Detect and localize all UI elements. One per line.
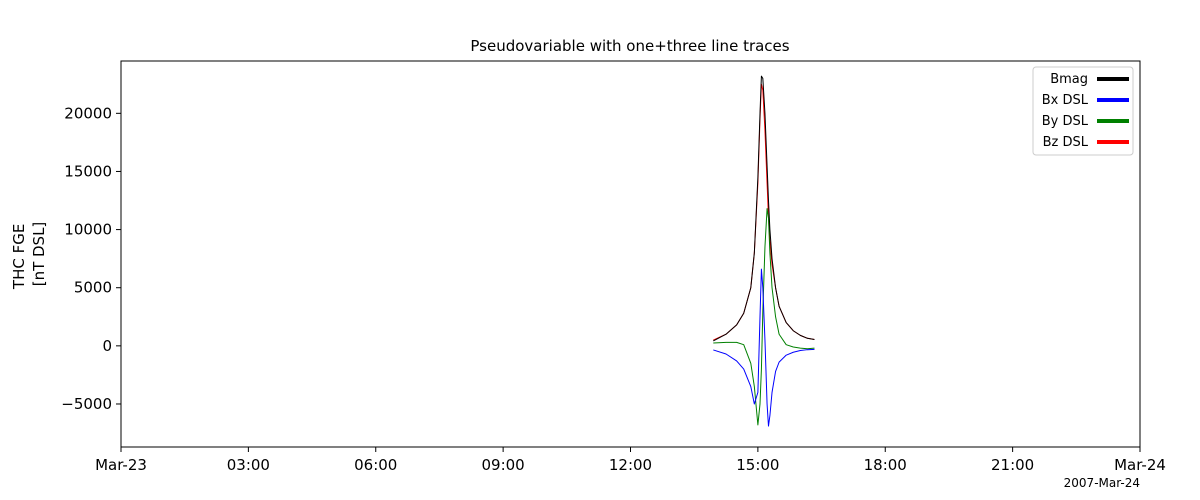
legend-label: Bz DSL [1043, 135, 1089, 150]
x-tick-label: 06:00 [354, 456, 397, 474]
x-tick-label: 18:00 [864, 456, 907, 474]
legend: Bmag Bx DSL By DSL Bz DSL [1032, 66, 1134, 156]
legend-box [1032, 66, 1134, 156]
y-tick-label: 20000 [64, 104, 112, 122]
y-tick-label: 0 [102, 337, 112, 355]
x-tick-label: 09:00 [482, 456, 525, 474]
x-tick-label: 12:00 [609, 456, 652, 474]
y-tick-label: 5000 [74, 279, 112, 297]
y-tick-label: 15000 [64, 162, 112, 180]
date-label: 2007-Mar-24 [1064, 476, 1140, 490]
x-tick-label: Mar-24 [1114, 456, 1166, 474]
x-tick-label: 15:00 [736, 456, 779, 474]
series-line-by-dsl [713, 208, 815, 426]
y-axis: 20000 15000 10000 5000 0 −5000 [61, 104, 121, 413]
chart-title: Pseudovariable with one+three line trace… [470, 37, 789, 55]
y-tick-label: 10000 [64, 221, 112, 239]
y-tick-label: −5000 [61, 395, 112, 413]
series-layer [713, 75, 815, 427]
x-axis: Mar-23 03:00 06:00 09:00 12:00 15:00 18:00 21:0… [95, 447, 1166, 474]
x-tick-label: 03:00 [227, 456, 270, 474]
legend-label: Bmag [1050, 72, 1088, 87]
x-tick-label: Mar-23 [95, 456, 147, 474]
y-axis-label: THC FGE [nT DSL] [10, 219, 48, 290]
series-line-bx-dsl [713, 268, 815, 427]
series-line-bmag [713, 75, 815, 342]
plot-frame [120, 60, 1141, 448]
legend-label: By DSL [1042, 114, 1089, 129]
y-axis-label-line-1: THC FGE [10, 224, 28, 290]
x-tick-label: 21:00 [991, 456, 1034, 474]
legend-label: Bx DSL [1042, 93, 1089, 108]
y-axis-label-line-2: [nT DSL] [30, 222, 48, 287]
